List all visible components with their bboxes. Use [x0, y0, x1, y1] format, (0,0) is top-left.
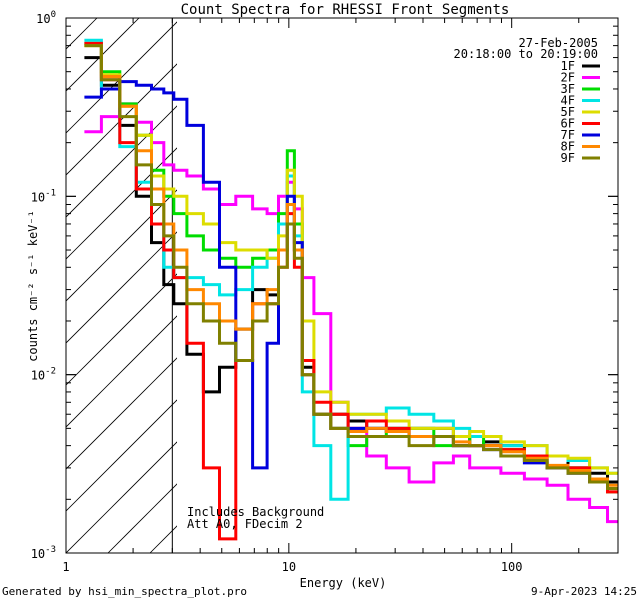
y-tick-label: 100 [36, 10, 56, 26]
hatch-line [66, 18, 140, 92]
legend: 27-Feb-2005 20:18:00 to 20:19:00 1F2F3F4… [454, 36, 600, 165]
series-6F-line [84, 41, 618, 541]
footer-generator: Generated by hsi_min_spectra_plot.pro [2, 585, 247, 598]
footer-timestamp: 9-Apr-2023 14:25 [531, 585, 637, 598]
y-tick-label: 10-1 [31, 188, 56, 204]
y-axis-ticks [66, 17, 618, 554]
chart-title: Count Spectra for RHESSI Front Segments [181, 2, 510, 18]
hatch-line [66, 18, 98, 50]
y-axis-tick-labels: 100 10-1 10-2 10-3 [31, 10, 56, 561]
y-axis-label: counts cm⁻² s⁻¹ keV⁻¹ [26, 210, 40, 362]
legend-label-2F: 2F [561, 71, 575, 85]
legend-label-9F: 9F [561, 151, 575, 165]
legend-label-4F: 4F [561, 94, 575, 108]
hatch-line [66, 189, 177, 302]
legend-time-range: 20:18:00 to 20:19:00 [454, 47, 599, 61]
hatch-line [66, 441, 177, 553]
hatch-line [66, 147, 177, 260]
x-axis-label: Energy (keV) [300, 576, 387, 590]
x-tick-label: 1 [62, 560, 69, 574]
hatch-line [66, 315, 177, 428]
hatch-line [66, 231, 177, 344]
legend-date: 27-Feb-2005 [519, 36, 598, 50]
legend-label-8F: 8F [561, 140, 575, 154]
legend-label-6F: 6F [561, 117, 575, 131]
annotation-attenuator: Att A0, FDecim 2 [187, 517, 303, 531]
x-axis-ticks [65, 18, 619, 553]
x-axis-tick-labels: 1 10 100 [62, 560, 522, 574]
legend-label-1F: 1F [561, 59, 575, 73]
annotation-background: Includes Background [187, 505, 324, 519]
y-tick-label: 10-2 [31, 367, 56, 383]
legend-label-3F: 3F [561, 82, 575, 96]
legend-label-7F: 7F [561, 128, 575, 142]
hatch-line [66, 357, 177, 470]
legend-label-5F: 5F [561, 105, 575, 119]
x-tick-label: 100 [501, 560, 523, 574]
plot-frame [65, 17, 619, 554]
y-tick-label: 10-3 [31, 545, 56, 561]
x-tick-label: 10 [282, 560, 296, 574]
series-9F-line [84, 44, 618, 490]
series-group [84, 38, 618, 541]
hatch-line [66, 399, 177, 512]
hatch-line [66, 105, 177, 218]
hatch-line [66, 21, 177, 134]
series-1F-line [84, 56, 618, 484]
